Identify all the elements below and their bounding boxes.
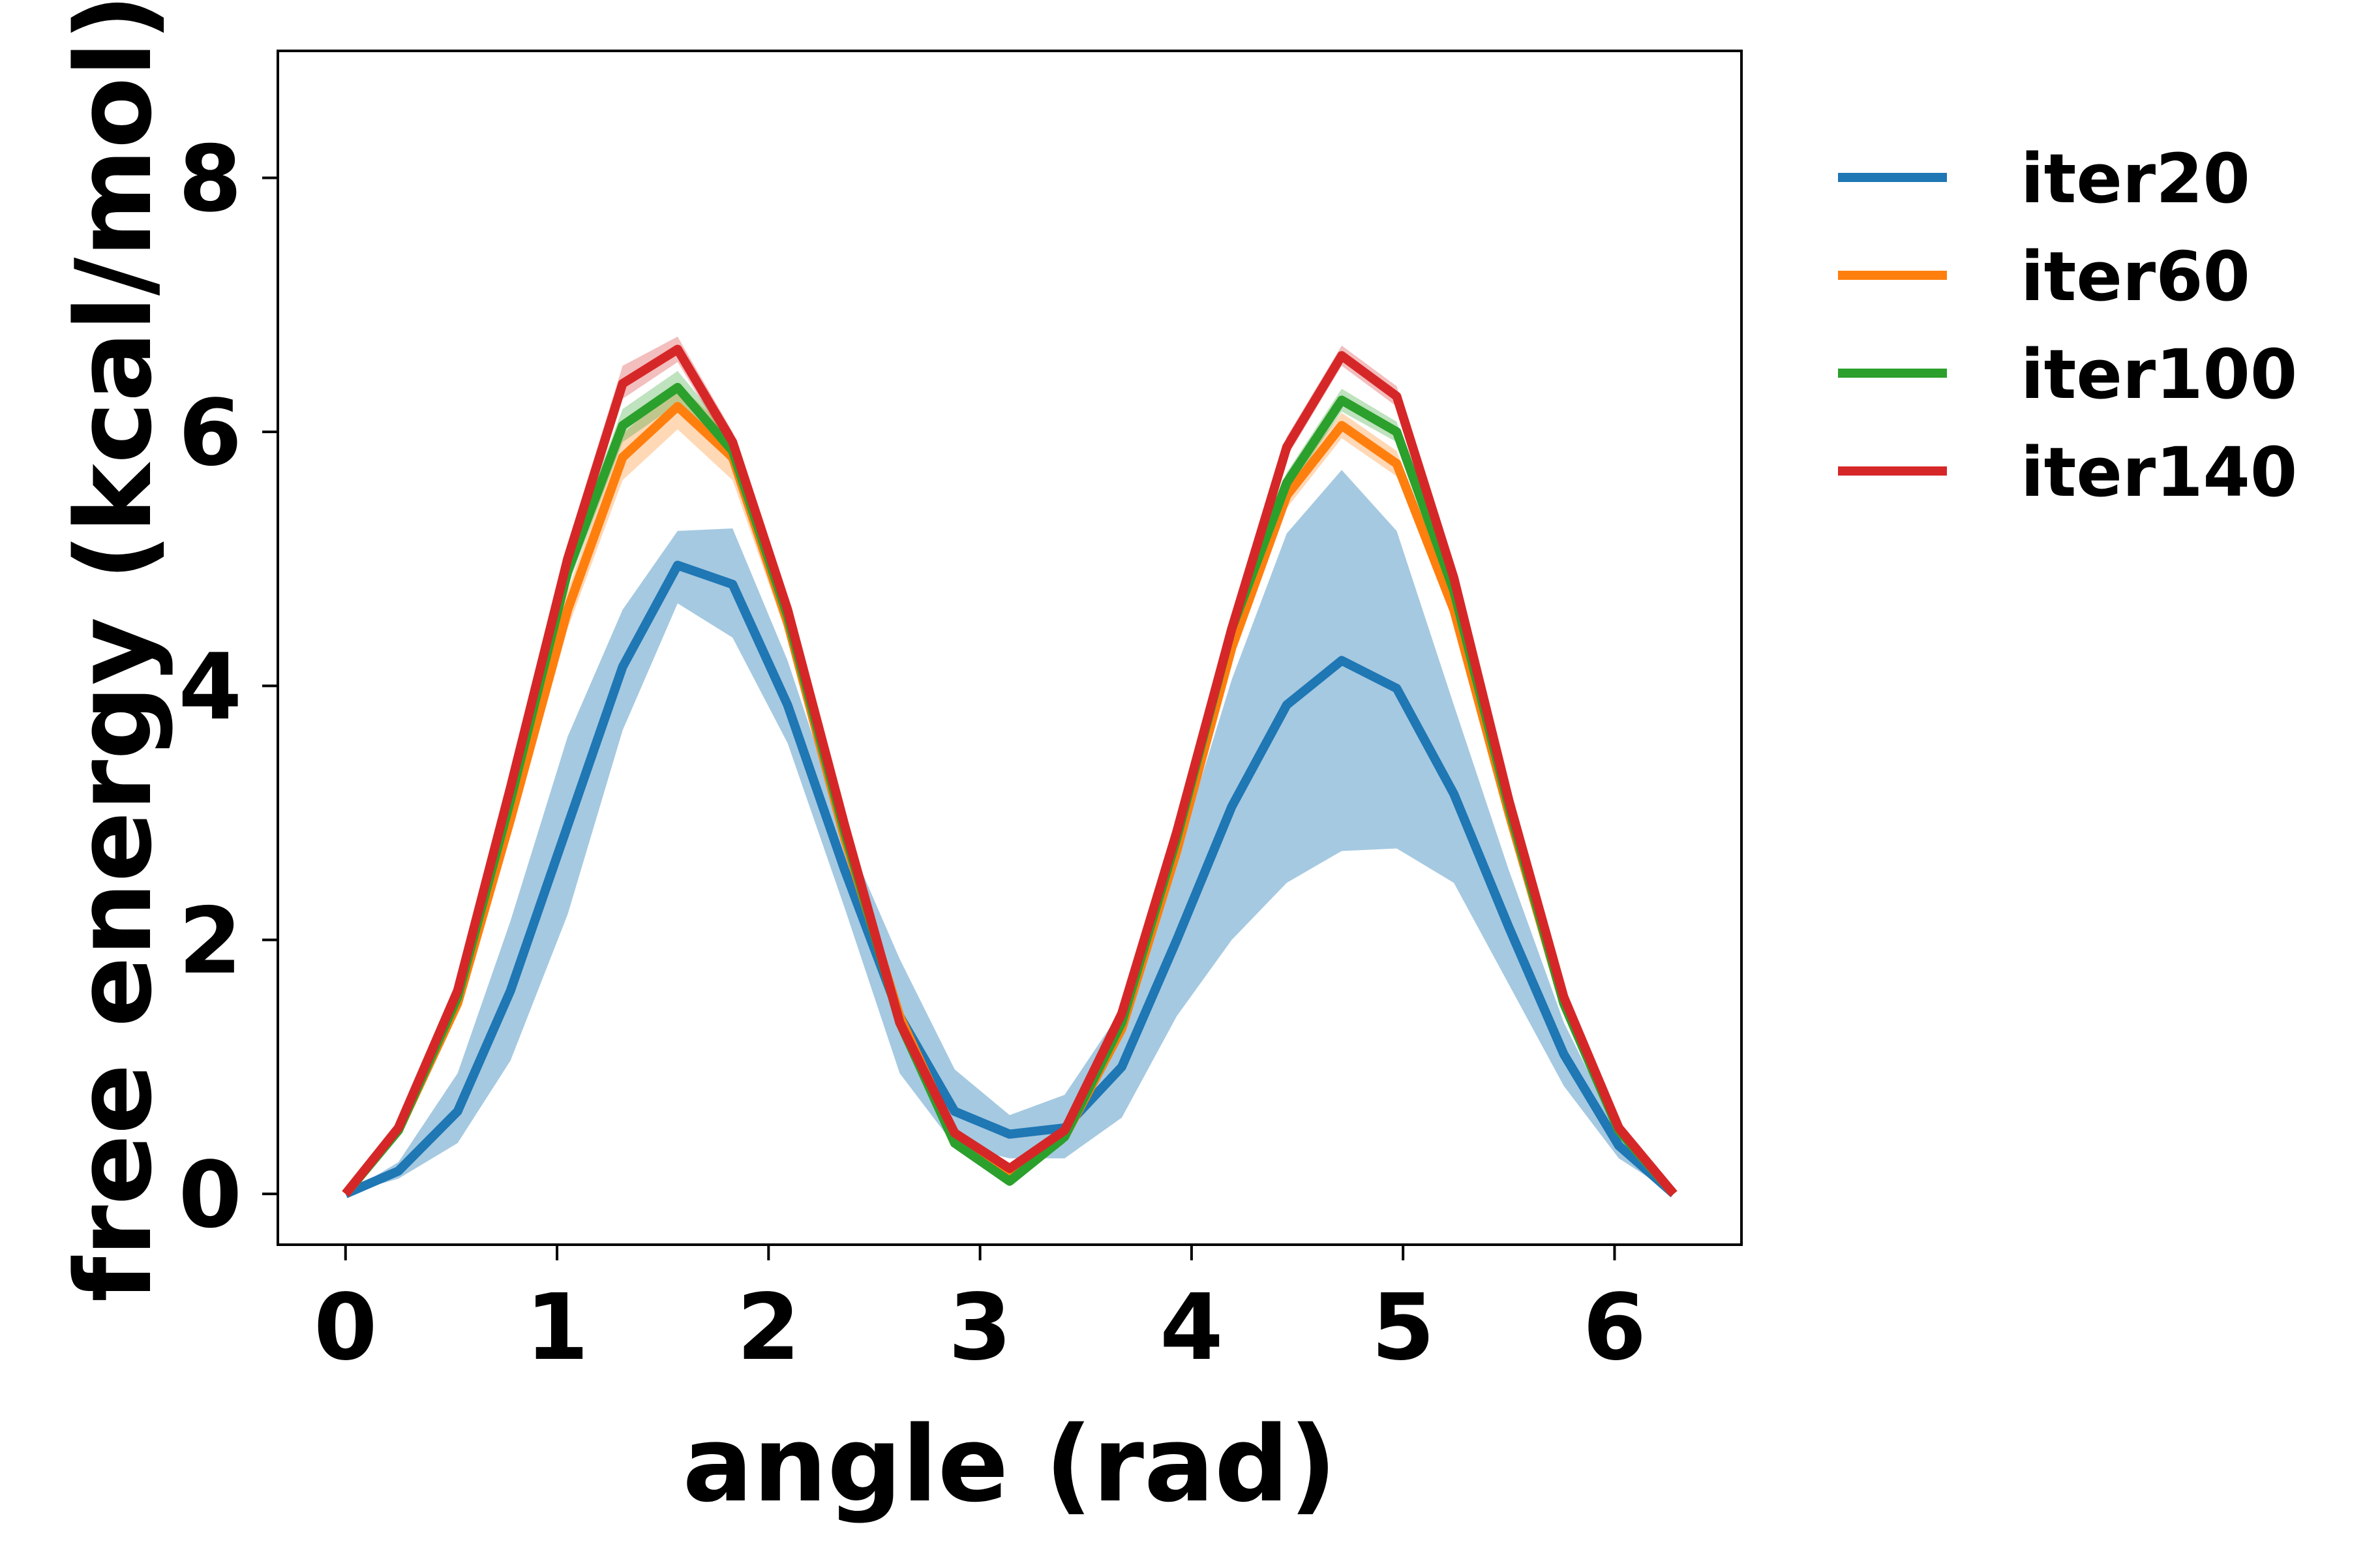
line-iter60 [342, 402, 1678, 1197]
x-tick-label: 6 [1583, 1275, 1646, 1381]
plot-frame [277, 50, 1743, 1246]
band-iter140 [345, 337, 1674, 1194]
y-axis-label: free energy (kcal/mol) [53, 0, 175, 1302]
series-lines [342, 344, 1678, 1198]
legend-label-iter140: iter140 [2021, 433, 2297, 512]
x-tick-label: 0 [314, 1275, 377, 1381]
x-tick-label: 2 [737, 1275, 800, 1381]
y-tick-label: 6 [179, 380, 242, 487]
x-tick-label: 4 [1160, 1275, 1223, 1381]
x-tick-label: 3 [948, 1275, 1012, 1381]
legend-label-iter20: iter20 [2021, 139, 2250, 219]
y-tick-label: 8 [179, 127, 242, 233]
y-axis-ticks: 0 2 4 6 8 [179, 127, 278, 1249]
x-axis-ticks: 0 1 2 3 4 5 6 [314, 1245, 1646, 1381]
y-tick-label: 0 [179, 1142, 242, 1249]
uncertainty-bands [345, 337, 1674, 1194]
legend: iter20 iter60 iter100 iter140 [1838, 139, 2297, 512]
x-tick-label: 5 [1371, 1275, 1434, 1381]
line-iter20 [344, 560, 1677, 1198]
x-tick-label: 1 [525, 1275, 588, 1381]
line-iter140 [342, 344, 1678, 1197]
y-tick-label: 4 [179, 634, 242, 740]
band-iter20 [345, 470, 1674, 1194]
legend-label-iter100: iter100 [2021, 335, 2297, 414]
x-axis-label: angle (rad) [682, 1403, 1336, 1525]
legend-label-iter60: iter60 [2021, 237, 2250, 316]
y-tick-label: 2 [179, 889, 242, 995]
